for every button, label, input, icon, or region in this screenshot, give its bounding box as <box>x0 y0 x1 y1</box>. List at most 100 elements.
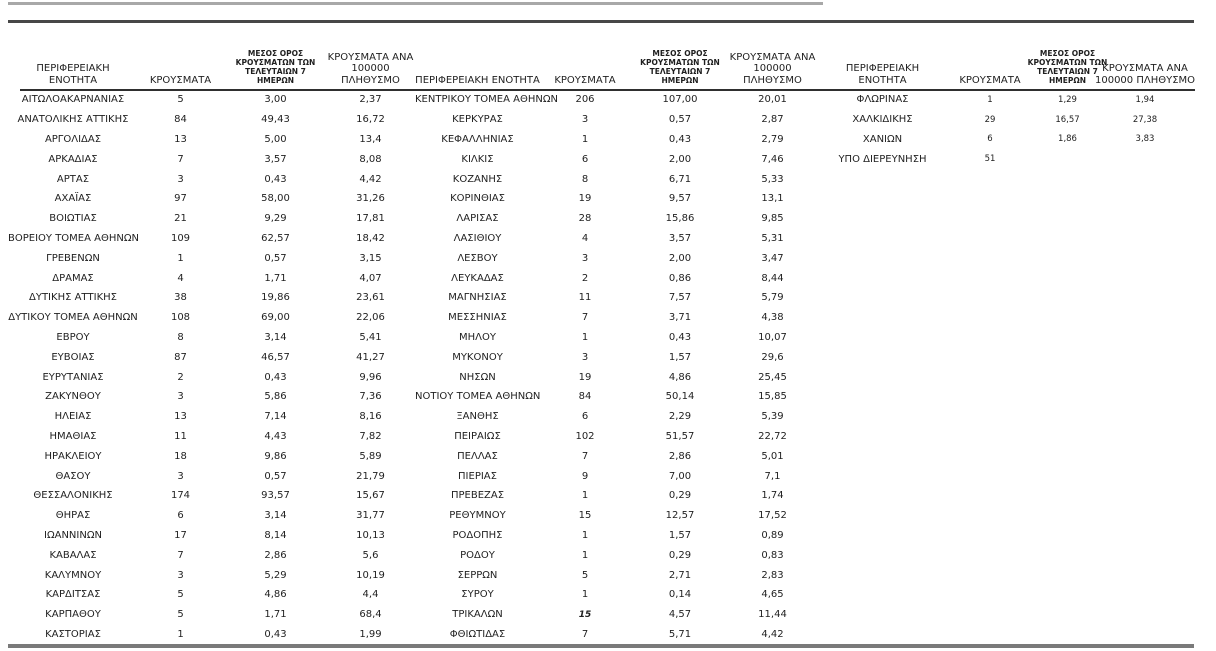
column-header-avg7: ΜΕΣΟΣ ΟΡΟΣ ΚΡΟΥΣΜΑΤΩΝ ΤΩΝ ΤΕΛΕΥΤΑΙΩΝ 7 ΗΜΕΡ… <box>1028 49 1108 90</box>
cell-cases: 51 <box>984 154 996 165</box>
header-line: ΕΝΟΤΗΤΑ <box>858 74 907 86</box>
cell-cases: 5 <box>581 569 589 581</box>
cell-cases: 9 <box>581 470 589 482</box>
header-underline <box>20 89 1195 91</box>
column-header-per100k: ΚΡΟΥΣΜΑΤΑ ΑΝΑ 100000 ΠΛΗΘΥΣΜΟ <box>1090 63 1200 90</box>
table-row: ΚΕΦΑΛΛΗΝΙΑΣ 1 0,43 2,79 <box>415 130 815 150</box>
column-header-name: ΠΕΡΙΦΕΡΕΙΑΚΗ ΕΝΟΤΗΤΑ <box>415 75 540 91</box>
cell-per100k: 7,1 <box>764 470 781 482</box>
cell-name: ΑΧΑΪΑΣ <box>54 193 92 205</box>
cell-per100k: 25,45 <box>758 371 787 383</box>
cell-cases: 6 <box>581 153 589 165</box>
cell-per100k: 8,16 <box>359 411 382 423</box>
header-line: ΜΕΣΟΣ ΟΡΟΣ <box>1039 49 1096 58</box>
cell-per100k: 20,01 <box>758 94 787 106</box>
cell-avg7: 5,71 <box>668 628 692 640</box>
cell-cases: 5 <box>177 589 184 601</box>
cell-avg7: 0,57 <box>264 470 287 482</box>
cell-cases: 28 <box>578 213 592 225</box>
cell-per100k: 0,89 <box>761 529 784 541</box>
cell-avg7: 2,86 <box>668 450 692 462</box>
cell-per100k: 4,4 <box>362 589 379 601</box>
table-row: ΝΟΤΙΟΥ ΤΟΜΕΑ ΑΘΗΝΩΝ 84 50,14 15,85 <box>415 387 815 407</box>
header-line: ΠΛΗΘΥΣΜΟ <box>341 74 400 86</box>
cell-name: ΠΡΕΒΕΖΑΣ <box>450 490 505 502</box>
cell-avg7: 4,57 <box>668 609 692 621</box>
cell-cases: 1 <box>581 490 589 502</box>
cell-cases: 102 <box>575 430 595 442</box>
cell-name: ΗΜΑΘΙΑΣ <box>49 430 97 442</box>
cell-cases: 3 <box>581 351 589 363</box>
cell-name: ΚΑΡΔΙΤΣΑΣ <box>45 589 101 601</box>
column-header-name: ΠΕΡΙΦΕΡΕΙΑΚΗ ΕΝΟΤΗΤΑ <box>8 63 138 90</box>
cell-cases: 1 <box>581 589 589 601</box>
header-line: ΤΕΛΕΥΤΑΙΩΝ 7 <box>649 67 711 76</box>
cell-per100k: 8,44 <box>761 272 784 284</box>
cell-avg7: 2,00 <box>668 153 692 165</box>
cell-name: ΕΒΡΟΥ <box>56 331 90 343</box>
cell-name: ΒΟΙΩΤΙΑΣ <box>49 213 97 225</box>
table-row: ΘΕΣΣΑΛΟΝΙΚΗΣ 174 93,57 15,67 <box>8 486 413 506</box>
cell-name: ΡΟΔΟΥ <box>460 549 495 561</box>
table-row: ΙΩΑΝΝΙΝΩΝ 17 8,14 10,13 <box>8 526 413 546</box>
cell-name: ΑΡΤΑΣ <box>56 173 90 185</box>
cell-avg7: 2,00 <box>668 252 692 264</box>
cell-avg7: 3,57 <box>264 153 287 165</box>
cell-cases: 3 <box>177 569 184 581</box>
table-header-row: ΠΕΡΙΦΕΡΕΙΑΚΗ ΕΝΟΤΗΤΑ ΚΡΟΥΣΜΑΤΑ ΜΕΣΟΣ ΟΡΟΣ Κ… <box>415 24 815 90</box>
cell-name: ΣΕΡΡΩΝ <box>457 569 498 581</box>
cell-cases: 8 <box>177 331 184 343</box>
cell-cases: 1 <box>581 331 589 343</box>
cell-name: ΠΕΙΡΑΙΩΣ <box>454 430 501 442</box>
regional-units-table-2: ΠΕΡΙΦΕΡΕΙΑΚΗ ΕΝΟΤΗΤΑ ΚΡΟΥΣΜΑΤΑ ΜΕΣΟΣ ΟΡΟΣ Κ… <box>415 24 815 644</box>
cell-per100k: 5,33 <box>761 173 784 185</box>
cell-per100k: 18,42 <box>356 232 385 244</box>
cell-cases: 1 <box>581 529 589 541</box>
cell-avg7: 4,43 <box>264 430 287 442</box>
cell-per100k: 4,38 <box>761 312 784 324</box>
table-row: ΚΟΡΙΝΘΙΑΣ 19 9,57 13,1 <box>415 189 815 209</box>
table-header-row: ΠΕΡΙΦΕΡΕΙΑΚΗ ΕΝΟΤΗΤΑ ΚΡΟΥΣΜΑΤΑ ΜΕΣΟΣ ΟΡΟΣ ΚΡ… <box>830 24 1200 90</box>
cell-name: ΡΟΔΟΠΗΣ <box>452 529 503 541</box>
cell-per100k: 4,07 <box>359 272 382 284</box>
column-header-cases: ΚΡΟΥΣΜΑΤΑ <box>138 75 223 91</box>
header-line: ΜΕΣΟΣ ΟΡΟΣ <box>247 49 304 58</box>
cell-cases: 174 <box>170 490 191 502</box>
table-row: ΚΑΣΤΟΡΙΑΣ 1 0,43 1,99 <box>8 625 413 645</box>
cell-name: ΚΑΒΑΛΑΣ <box>49 549 97 561</box>
table-row: ΚΑΛΥΜΝΟΥ 3 5,29 10,19 <box>8 565 413 585</box>
cell-name: ΤΡΙΚΑΛΩΝ <box>452 609 503 621</box>
cell-cases: 1 <box>177 252 184 264</box>
cell-cases: 13 <box>174 411 187 423</box>
column-header-per100k: ΚΡΟΥΣΜΑΤΑ ΑΝΑ 100000 ΠΛΗΘΥΣΜΟ <box>328 52 414 91</box>
cell-per100k: 5,39 <box>761 411 784 423</box>
cell-name: ΦΛΩΡΙΝΑΣ <box>856 94 909 106</box>
cell-name: ΥΠΟ ΔΙΕΡΕΥΝΗΣΗ <box>838 153 927 165</box>
cell-avg7: 1,86 <box>1058 134 1077 145</box>
cell-avg7: 15,86 <box>665 213 695 225</box>
cell-cases: 3 <box>581 114 589 126</box>
cell-cases: 7 <box>177 153 184 165</box>
cell-avg7: 9,29 <box>264 213 287 225</box>
cell-avg7: 1,71 <box>264 609 287 621</box>
cell-per100k: 22,72 <box>758 430 787 442</box>
cell-name: ΕΥΒΟΙΑΣ <box>51 351 95 363</box>
cell-avg7: 4,86 <box>668 371 692 383</box>
cell-name: ΚΑΣΤΟΡΙΑΣ <box>45 628 101 640</box>
cell-name: ΜΑΓΝΗΣΙΑΣ <box>448 292 507 304</box>
cell-avg7: 0,43 <box>264 371 287 383</box>
cell-per100k: 5,89 <box>359 450 382 462</box>
table-row: ΕΒΡΟΥ 8 3,14 5,41 <box>8 328 413 348</box>
cell-name: ΑΙΤΩΛΟΑΚΑΡΝΑΝΙΑΣ <box>21 94 125 106</box>
cell-cases: 84 <box>578 391 592 403</box>
cell-avg7: 0,43 <box>668 133 692 145</box>
cell-name: ΙΩΑΝΝΙΝΩΝ <box>44 529 102 541</box>
cell-avg7: 5,86 <box>264 391 287 403</box>
cell-avg7: 0,57 <box>668 114 692 126</box>
table-row: ΡΟΔΟΥ 1 0,29 0,83 <box>415 545 815 565</box>
column-header-per100k: ΚΡΟΥΣΜΑΤΑ ΑΝΑ 100000 ΠΛΗΘΥΣΜΟ <box>730 52 816 91</box>
cell-avg7: 1,29 <box>1058 94 1077 105</box>
cell-cases: 3 <box>177 173 184 185</box>
cell-per100k: 5,31 <box>761 232 784 244</box>
table-row: ΣΥΡΟΥ 1 0,14 4,65 <box>415 585 815 605</box>
